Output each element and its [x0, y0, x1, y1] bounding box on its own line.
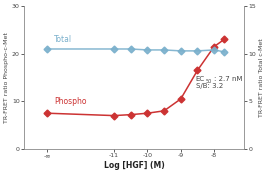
Text: Total: Total — [54, 35, 72, 44]
Y-axis label: TR-FRET ratio Total c-Met: TR-FRET ratio Total c-Met — [259, 38, 264, 117]
Text: S/B: 3.2: S/B: 3.2 — [196, 83, 223, 89]
Text: Phospho: Phospho — [54, 97, 87, 106]
Y-axis label: TR-FRET ratio Phospho-c-Met: TR-FRET ratio Phospho-c-Met — [4, 32, 9, 123]
Text: EC: EC — [196, 76, 205, 82]
Text: : 2.7 nM: : 2.7 nM — [214, 76, 243, 82]
X-axis label: Log [HGF] (M): Log [HGF] (M) — [104, 161, 165, 170]
Text: 50: 50 — [205, 79, 211, 84]
